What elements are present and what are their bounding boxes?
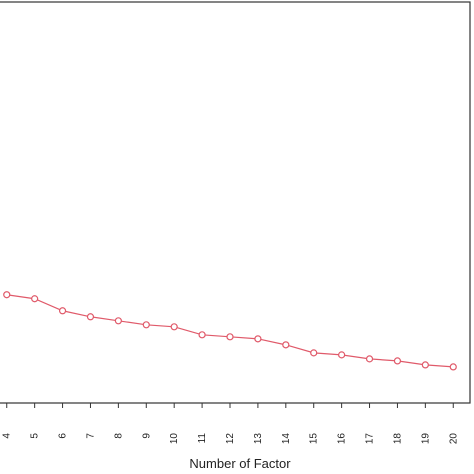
plot-frame xyxy=(0,1,471,404)
data-point xyxy=(31,295,39,303)
x-tick-label: 4 xyxy=(2,433,13,439)
data-point xyxy=(310,349,318,357)
x-tick-label: 17 xyxy=(365,433,376,445)
x-tick-label: 9 xyxy=(141,433,152,439)
data-point xyxy=(282,341,290,349)
data-point xyxy=(421,361,429,369)
x-tick-label: 13 xyxy=(253,433,264,445)
data-point xyxy=(170,323,178,331)
x-tick-label: 12 xyxy=(225,433,236,445)
data-point xyxy=(142,321,150,329)
data-point xyxy=(449,363,457,371)
data-point xyxy=(338,351,346,359)
x-tick-label: 14 xyxy=(281,433,292,445)
data-point xyxy=(393,357,402,365)
x-tick-label: 5 xyxy=(30,433,41,439)
x-tick-layer: 4 5 6 7 8 9 10 11 12 13 14 15 16 17 18 19 20 xyxy=(2,403,459,445)
data-point xyxy=(3,291,11,299)
x-tick-label: 11 xyxy=(197,433,208,444)
series-layer xyxy=(6,294,454,368)
x-tick-label: 15 xyxy=(309,433,320,445)
x-tick-label: 10 xyxy=(169,433,180,445)
data-point xyxy=(226,333,234,341)
x-tick-label: 16 xyxy=(337,433,348,445)
data-point xyxy=(254,335,262,343)
data-point xyxy=(86,313,95,321)
data-point xyxy=(114,317,122,325)
x-tick-label: 8 xyxy=(113,433,124,439)
data-point xyxy=(58,307,67,315)
series-line xyxy=(6,294,454,368)
x-tick-label: 19 xyxy=(420,433,431,445)
plot-border xyxy=(0,1,471,404)
x-tick-label: 20 xyxy=(448,433,459,445)
data-point xyxy=(198,331,206,339)
x-tick-label: 6 xyxy=(58,433,69,439)
x-tick-label: 7 xyxy=(85,433,96,439)
data-point xyxy=(365,355,374,363)
marker-layer xyxy=(3,291,457,371)
x-axis-title: Number of Factor xyxy=(189,456,291,471)
x-tick-label: 18 xyxy=(392,433,403,445)
